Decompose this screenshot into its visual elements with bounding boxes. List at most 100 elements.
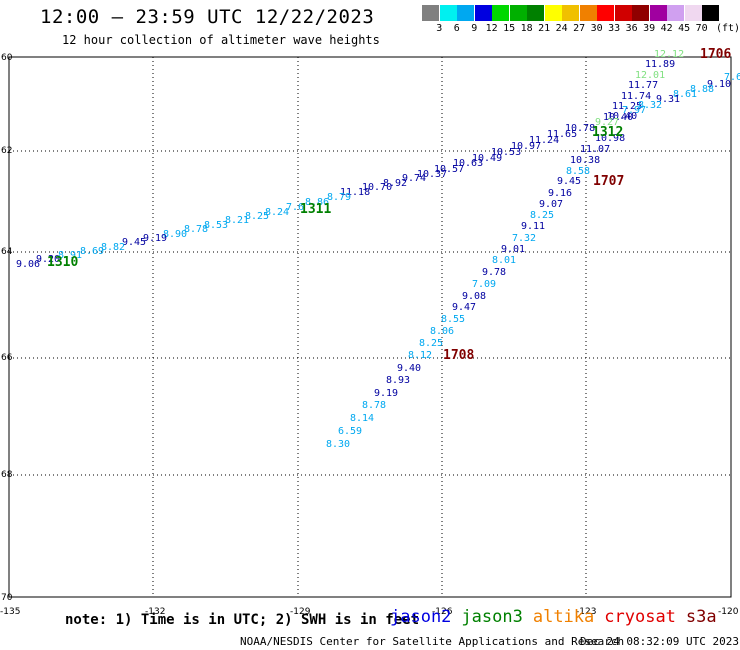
wave-height-value: 11.18	[340, 187, 370, 198]
wave-height-value: 8.90	[163, 229, 187, 240]
wave-height-value: 11.25	[612, 101, 642, 112]
wave-height-value: 11.07	[580, 144, 610, 155]
legend-swatch	[579, 5, 597, 21]
wave-height-value: 7.6	[724, 72, 740, 83]
legend-swatch	[667, 5, 684, 21]
wave-height-value: 10.49	[472, 153, 502, 164]
legend-swatch	[492, 5, 509, 21]
legend-label: 70	[695, 23, 708, 34]
pass-time-label: 1312	[592, 125, 623, 140]
legend-swatch	[597, 5, 614, 21]
pass-time-label: 1706	[700, 47, 731, 62]
wave-height-value: 9.16	[548, 188, 572, 199]
wave-height-value: 9.19	[374, 388, 398, 399]
longitude-label: -126	[432, 607, 453, 617]
pass-time-label: 1311	[300, 202, 331, 217]
mission-legend: jason2 jason3 altika cryosat s3a	[390, 607, 727, 627]
page-subtitle: 12 hour collection of altimeter wave hei…	[62, 33, 380, 47]
wave-height-value: 10.40	[607, 111, 637, 122]
wave-height-value: 8.69	[80, 246, 104, 257]
wave-height-value: 7.97	[622, 105, 646, 116]
legend-swatch	[422, 5, 439, 21]
legend-swatch	[684, 5, 702, 21]
wave-height-value: 8.25	[245, 211, 269, 222]
legend-label: 12	[485, 23, 498, 34]
wave-height-value: 9.06	[16, 259, 40, 270]
wave-height-value: 7.09	[472, 279, 496, 290]
wave-height-value: 8.82	[101, 242, 125, 253]
legend-label: 15	[503, 23, 516, 34]
wave-height-value: 8.25	[419, 338, 443, 349]
wave-height-value: 9.01	[501, 244, 525, 255]
legend-label: 33	[608, 23, 621, 34]
legend-label: 9	[471, 23, 478, 34]
wave-height-value: 8.86	[305, 197, 329, 208]
legend-swatch	[474, 5, 492, 21]
legend-label: 39	[643, 23, 656, 34]
legend-label: 24	[555, 23, 568, 34]
legend-swatch	[527, 5, 544, 21]
wave-height-value: 9.40	[397, 363, 421, 374]
mission-label: jason2	[390, 607, 452, 627]
wave-height-value: 10.63	[453, 158, 483, 169]
longitude-label: -129	[290, 607, 311, 617]
credit-line: NOAA/NESDIS Center for Satellite Applica…	[240, 635, 625, 648]
mission-label: altika	[532, 607, 595, 627]
legend-unit-label: (ft)	[716, 23, 740, 34]
legend-swatch	[509, 5, 527, 21]
wave-height-value: 8.30	[326, 439, 350, 450]
legend-label: 45	[678, 23, 691, 34]
pass-time-label: 1707	[593, 174, 624, 189]
legend-label: 21	[538, 23, 551, 34]
wave-height-value: 10.70	[362, 182, 392, 193]
longitude-label: -120	[718, 607, 739, 617]
wave-height-value: 9.45	[557, 176, 581, 187]
page-title: 12:00 — 23:59 UTC 12/22/2023	[40, 6, 375, 28]
legend-swatch	[649, 5, 667, 21]
wave-height-value: 10.97	[511, 141, 541, 152]
wave-height-value: 8.55	[441, 314, 465, 325]
wave-height-value: 7.6	[286, 202, 304, 213]
footer-note: note: 1) Time is in UTC; 2) SWH is in fe…	[65, 612, 420, 628]
legend-swatch	[632, 5, 649, 21]
longitude-label: -123	[576, 607, 596, 617]
wave-height-value: 9.31	[656, 94, 680, 105]
legend-label: 18	[520, 23, 533, 34]
wave-height-value: 12.12	[654, 49, 684, 60]
wave-height-value: 11.24	[529, 135, 559, 146]
wave-height-value: 8.61	[673, 89, 697, 100]
legend-swatch	[544, 5, 562, 21]
latitude-label: 64	[1, 247, 13, 257]
wave-height-value: 11.89	[645, 59, 675, 70]
wave-height-value: 11.74	[621, 91, 651, 102]
wave-height-value: 11.77	[628, 80, 658, 91]
wave-height-value: 6.59	[338, 426, 362, 437]
wave-height-value: 8.06	[430, 326, 454, 337]
wave-height-value: 7.32	[512, 233, 536, 244]
map-grid	[8, 56, 732, 598]
track-labels: 1706 1312 1707 1311 1310 1708	[47, 47, 731, 363]
latitude-label: 62	[1, 146, 12, 156]
wave-height-value: 9.10	[707, 79, 731, 90]
wave-height-value: 11.65	[547, 129, 577, 140]
wave-height-value: 9.07	[539, 199, 563, 210]
wave-height-value: 8.92	[383, 178, 407, 189]
longitude-label: -135	[0, 607, 20, 617]
wave-height-value: 8.58	[566, 166, 590, 177]
latitude-label: 66	[1, 353, 13, 363]
wave-height-value: 9.19	[143, 233, 167, 244]
wave-height-value: 9.47	[452, 302, 476, 313]
wave-height-value: 10.38	[570, 155, 600, 166]
mission-label: s3a	[685, 607, 717, 627]
legend-swatch	[457, 5, 474, 21]
wave-height-value: 8.91	[58, 250, 82, 261]
wave-height-value: 8.93	[386, 375, 410, 386]
wave-height-value: 8.25	[530, 210, 554, 221]
wave-height-value: 10.40	[603, 112, 633, 123]
wave-height-value: 8.78	[184, 224, 208, 235]
legend-label: 36	[625, 23, 638, 34]
wave-height-value: 8.88	[690, 84, 714, 95]
mission-label: jason3	[461, 607, 523, 627]
wave-height-value: 9.08	[462, 291, 486, 302]
